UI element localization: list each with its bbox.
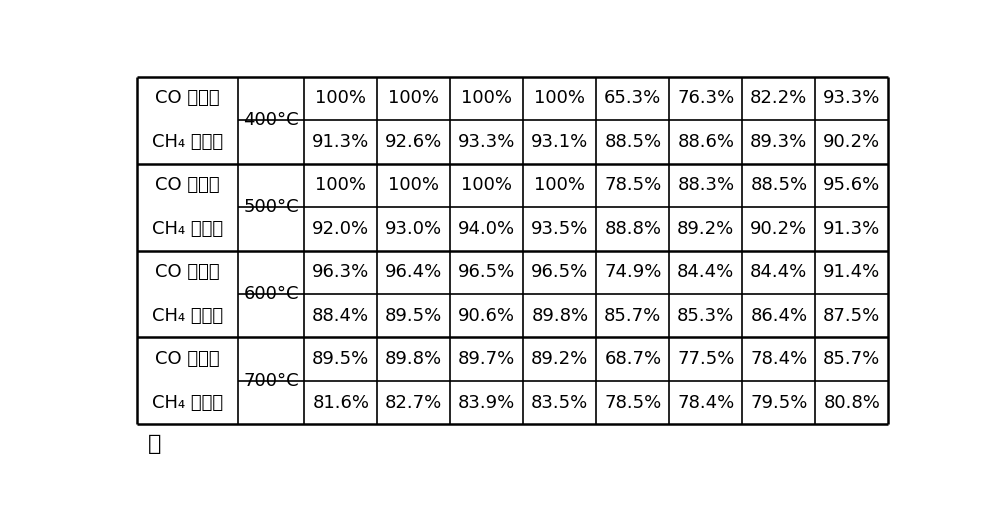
Text: 100%: 100% [388,89,439,108]
Text: 88.5%: 88.5% [604,133,661,151]
Text: 100%: 100% [388,176,439,194]
Text: 96.3%: 96.3% [312,263,369,281]
Text: 78.4%: 78.4% [750,350,807,368]
Text: CH₄ 选择性: CH₄ 选择性 [152,307,223,325]
Text: 77.5%: 77.5% [677,350,735,368]
Text: 83.5%: 83.5% [531,394,588,412]
Text: 96.5%: 96.5% [458,263,515,281]
Text: 78.5%: 78.5% [604,176,661,194]
Text: 88.4%: 88.4% [312,307,369,325]
Text: 91.3%: 91.3% [312,133,369,151]
Text: 89.2%: 89.2% [677,220,734,238]
Text: 88.3%: 88.3% [677,176,734,194]
Text: 65.3%: 65.3% [604,89,661,108]
Text: 89.5%: 89.5% [312,350,369,368]
Text: CO 转化率: CO 转化率 [155,176,220,194]
Text: 89.8%: 89.8% [531,307,588,325]
Text: 89.2%: 89.2% [531,350,588,368]
Text: 85.7%: 85.7% [823,350,880,368]
Text: 90.2%: 90.2% [823,133,880,151]
Text: 84.4%: 84.4% [750,263,807,281]
Text: 89.5%: 89.5% [385,307,442,325]
Text: 68.7%: 68.7% [604,350,661,368]
Text: 500°C: 500°C [243,198,299,216]
Text: 90.6%: 90.6% [458,307,515,325]
Text: 91.3%: 91.3% [823,220,880,238]
Text: 600°C: 600°C [243,285,299,303]
Text: 。: 。 [148,434,162,455]
Text: 100%: 100% [461,89,512,108]
Text: 80.8%: 80.8% [823,394,880,412]
Text: 88.8%: 88.8% [604,220,661,238]
Text: 78.4%: 78.4% [677,394,734,412]
Text: 100%: 100% [534,176,585,194]
Text: 78.5%: 78.5% [604,394,661,412]
Text: 94.0%: 94.0% [458,220,515,238]
Text: CH₄ 选择性: CH₄ 选择性 [152,133,223,151]
Text: 84.4%: 84.4% [677,263,734,281]
Text: 82.2%: 82.2% [750,89,807,108]
Text: 83.9%: 83.9% [458,394,515,412]
Text: 93.1%: 93.1% [531,133,588,151]
Text: 93.3%: 93.3% [823,89,881,108]
Text: 91.4%: 91.4% [823,263,880,281]
Text: 88.5%: 88.5% [750,176,807,194]
Text: 89.8%: 89.8% [385,350,442,368]
Text: 85.3%: 85.3% [677,307,734,325]
Text: 100%: 100% [461,176,512,194]
Text: 92.0%: 92.0% [312,220,369,238]
Text: 95.6%: 95.6% [823,176,880,194]
Text: 92.6%: 92.6% [385,133,442,151]
Text: 96.4%: 96.4% [385,263,442,281]
Text: CH₄ 选择性: CH₄ 选择性 [152,220,223,238]
Text: 90.2%: 90.2% [750,220,807,238]
Text: 82.7%: 82.7% [385,394,442,412]
Text: 700°C: 700°C [243,372,299,390]
Text: 93.0%: 93.0% [385,220,442,238]
Text: 89.3%: 89.3% [750,133,807,151]
Text: CH₄ 选择性: CH₄ 选择性 [152,394,223,412]
Text: 100%: 100% [315,89,366,108]
Text: CO 转化率: CO 转化率 [155,89,220,108]
Text: 89.7%: 89.7% [458,350,515,368]
Text: 85.7%: 85.7% [604,307,661,325]
Text: CO 转化率: CO 转化率 [155,350,220,368]
Text: 100%: 100% [534,89,585,108]
Text: 96.5%: 96.5% [531,263,588,281]
Text: 81.6%: 81.6% [312,394,369,412]
Text: 79.5%: 79.5% [750,394,808,412]
Text: 74.9%: 74.9% [604,263,662,281]
Text: 88.6%: 88.6% [677,133,734,151]
Text: 100%: 100% [315,176,366,194]
Text: 87.5%: 87.5% [823,307,880,325]
Text: 76.3%: 76.3% [677,89,734,108]
Text: 86.4%: 86.4% [750,307,807,325]
Text: 400°C: 400°C [243,111,299,129]
Text: 93.5%: 93.5% [531,220,589,238]
Text: CO 转化率: CO 转化率 [155,263,220,281]
Text: 93.3%: 93.3% [458,133,515,151]
